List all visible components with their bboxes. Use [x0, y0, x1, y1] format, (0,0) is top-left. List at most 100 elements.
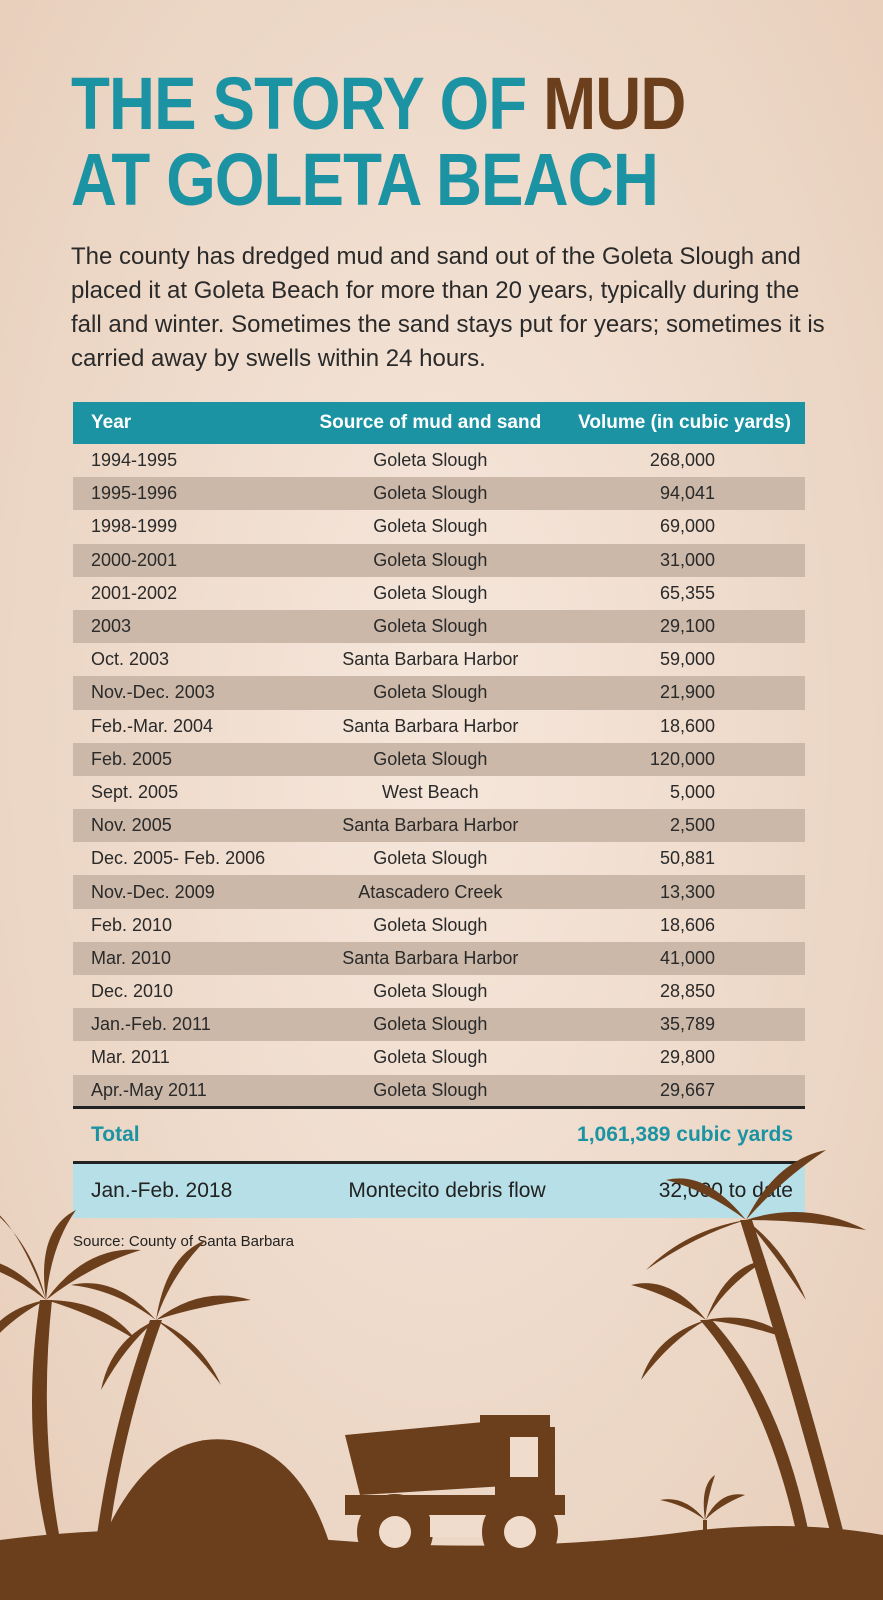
cell-volume: 5,000 [669, 781, 715, 802]
table-row: Feb. 2005 Goleta Slough 120,000 [73, 742, 805, 776]
title-line2: AT GOLETA BEACH [71, 138, 659, 221]
table-row: Apr.-May 2011 Goleta Slough 29,667 [73, 1074, 805, 1110]
table-row: Feb. 2010 Goleta Slough 18,606 [73, 909, 805, 942]
table-body: 1994-1995 Goleta Slough 268,000 1995-1996 Go… [73, 444, 805, 1110]
cell-volume: 94,041 [659, 483, 715, 504]
debris-flow-source: Montecito debris flow [348, 1179, 546, 1203]
palm-tree-icon [32, 1300, 62, 1550]
cell-volume: 35,789 [659, 1014, 715, 1035]
cell-volume: 41,000 [659, 947, 715, 968]
cell-source: Goleta Slough [373, 848, 488, 869]
cell-volume: 29,100 [659, 616, 715, 637]
intro-paragraph: The county has dredged mud and sand out … [71, 243, 825, 372]
cell-volume: 69,000 [659, 516, 715, 537]
cell-volume: 28,850 [659, 981, 715, 1002]
cell-source: Santa Barbara Harbor [342, 947, 519, 968]
cell-year: 2001-2002 [91, 582, 178, 603]
cell-source: Goleta Slough [373, 549, 488, 570]
cell-source: Goleta Slough [373, 450, 488, 471]
cell-source: Goleta Slough [373, 616, 488, 637]
cell-source: Goleta Slough [373, 483, 488, 504]
cell-volume: 59,000 [659, 649, 715, 670]
dump-truck-icon [345, 1415, 565, 1570]
header-volume: Volume (in cubic yards) [578, 412, 791, 433]
table-row: 1995-1996 Goleta Slough 94,041 [73, 477, 805, 511]
table-row: Mar. 2011 Goleta Slough 29,800 [73, 1041, 805, 1074]
cell-year: 1994-1995 [91, 450, 178, 471]
cell-source: Goleta Slough [373, 682, 488, 703]
cell-volume: 268,000 [649, 450, 715, 471]
cell-source: Goleta Slough [307, 1074, 554, 1110]
cell-volume: 120,000 [649, 748, 715, 769]
table-row: Mar. 2010 Santa Barbara Harbor 41,000 [73, 941, 805, 975]
palm-fronds-right [646, 1150, 866, 1300]
cell-source: Goleta Slough [373, 914, 488, 935]
cell-year: 2000-2001 [91, 549, 178, 570]
cell-source: Santa Barbara Harbor [342, 715, 519, 736]
table-row: Jan.-Feb. 2011 Goleta Slough 35,789 [73, 1008, 805, 1042]
cell-year: Mar. 2011 [91, 1047, 170, 1068]
table-row: Dec. 2010 Goleta Slough 28,850 [73, 975, 805, 1008]
cell-volume: 29,800 [659, 1047, 715, 1068]
cell-volume: 2,500 [669, 815, 715, 836]
cell-year: Mar. 2010 [91, 947, 172, 968]
cell-volume: 50,881 [659, 848, 715, 869]
cell-source: Goleta Slough [373, 582, 488, 603]
cell-volume: 29,667 [553, 1074, 805, 1110]
cell-volume: 21,900 [659, 682, 715, 703]
cell-year: 1998-1999 [91, 516, 178, 537]
table-header-row: Year Source of mud and sand Volume (in c… [73, 402, 805, 444]
palm-tree-icon-right [740, 1220, 848, 1550]
table-row: Sept. 2005 West Beach 5,000 [73, 776, 805, 809]
cell-year: Dec. 2005- Feb. 2006 [91, 848, 266, 869]
cell-source: Goleta Slough [373, 748, 488, 769]
table-row: 1998-1999 Goleta Slough 69,000 [73, 510, 805, 543]
cell-volume: 18,600 [659, 715, 715, 736]
palm-fronds-right-2 [631, 1260, 791, 1380]
table-row: 2001-2002 Goleta Slough 65,355 [73, 577, 805, 610]
table-row: 1994-1995 Goleta Slough 268,000 [73, 444, 805, 477]
cell-source: Goleta Slough [373, 1014, 488, 1035]
title-prefix: THE STORY OF [71, 62, 527, 145]
table-row: Nov.-Dec. 2003 Goleta Slough 21,900 [73, 676, 805, 710]
small-palm-icon [660, 1475, 745, 1545]
cell-year: Sept. 2005 [91, 781, 179, 802]
cell-year: Jan.-Feb. 2011 [91, 1014, 211, 1035]
cell-year: Feb.-Mar. 2004 [91, 715, 214, 736]
cell-year: 1995-1996 [91, 483, 178, 504]
sand-mound-icon [100, 1439, 330, 1545]
cell-source: Goleta Slough [373, 981, 488, 1002]
cell-source: Santa Barbara Harbor [342, 649, 519, 670]
cell-source: Atascadero Creek [358, 881, 503, 902]
cell-volume: 18,606 [659, 914, 715, 935]
cell-year: Oct. 2003 [91, 649, 170, 670]
total-label: Total [91, 1123, 140, 1147]
header-source: Source of mud and sand [319, 412, 542, 433]
beach-illustration [0, 1150, 883, 1600]
cell-source: West Beach [381, 781, 479, 802]
title-highlight: MUD [543, 62, 686, 145]
cell-year: Dec. 2010 [91, 981, 174, 1002]
total-row: Total 1,061,389 cubic yards [73, 1109, 805, 1165]
cell-volume: 13,300 [659, 881, 715, 902]
cell-year: Feb. 2010 [91, 914, 173, 935]
cell-source: Goleta Slough [373, 1047, 488, 1068]
palm-fronds-left [0, 1210, 141, 1340]
cell-volume: 31,000 [659, 549, 715, 570]
cell-source: Goleta Slough [373, 516, 488, 537]
total-value: 1,061,389 cubic yards [577, 1123, 793, 1147]
table-row: Oct. 2003 Santa Barbara Harbor 59,000 [73, 643, 805, 676]
data-table: Year Source of mud and sand Volume (in c… [73, 402, 805, 1110]
cell-year: Apr.-May 2011 [73, 1074, 307, 1110]
cell-year: Nov. 2005 [91, 815, 172, 836]
cell-year: Nov.-Dec. 2003 [91, 682, 215, 703]
cell-year: Feb. 2005 [91, 748, 173, 769]
table-row: 2000-2001 Goleta Slough 31,000 [73, 543, 805, 577]
table-row: Nov. 2005 Santa Barbara Harbor 2,500 [73, 809, 805, 843]
page-title: THE STORY OF MUD AT GOLETA BEACH [71, 66, 686, 221]
debris-flow-row: Jan.-Feb. 2018 Montecito debris flow 32,… [73, 1164, 805, 1219]
source-credit: Source: County of Santa Barbara [73, 1233, 294, 1250]
cell-year: 2003 [91, 616, 132, 637]
cell-year: Nov.-Dec. 2009 [91, 881, 215, 902]
table-row: 2003 Goleta Slough 29,100 [73, 609, 805, 644]
